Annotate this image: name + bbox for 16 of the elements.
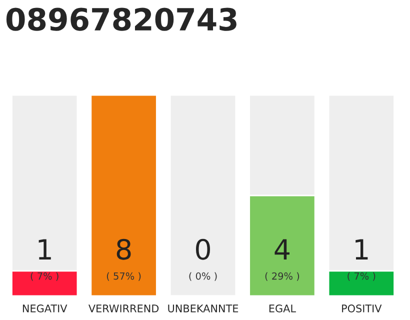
x-tick-label: UNBEKANNTE <box>168 304 238 312</box>
data-label: 1 <box>38 239 51 260</box>
annotation: ( 7% ) <box>30 272 58 281</box>
data-label: 4 <box>274 239 290 260</box>
x-tick-label: POSITIV <box>342 304 382 312</box>
annotation: ( 29% ) <box>265 272 300 281</box>
x-tick-label: EGAL <box>269 304 296 312</box>
x-tick-label: VERWIRREND <box>88 304 159 312</box>
annotation: ( 0% ) <box>189 272 217 281</box>
chart-title: 08967820743 <box>6 8 236 31</box>
data-label: 1 <box>356 239 368 260</box>
data-label: 8 <box>116 238 131 260</box>
data-label: 0 <box>196 238 210 260</box>
annotation: ( 7% ) <box>348 272 376 281</box>
annotation: ( 57% ) <box>106 272 141 281</box>
x-tick-label: NEGATIV <box>22 304 68 312</box>
